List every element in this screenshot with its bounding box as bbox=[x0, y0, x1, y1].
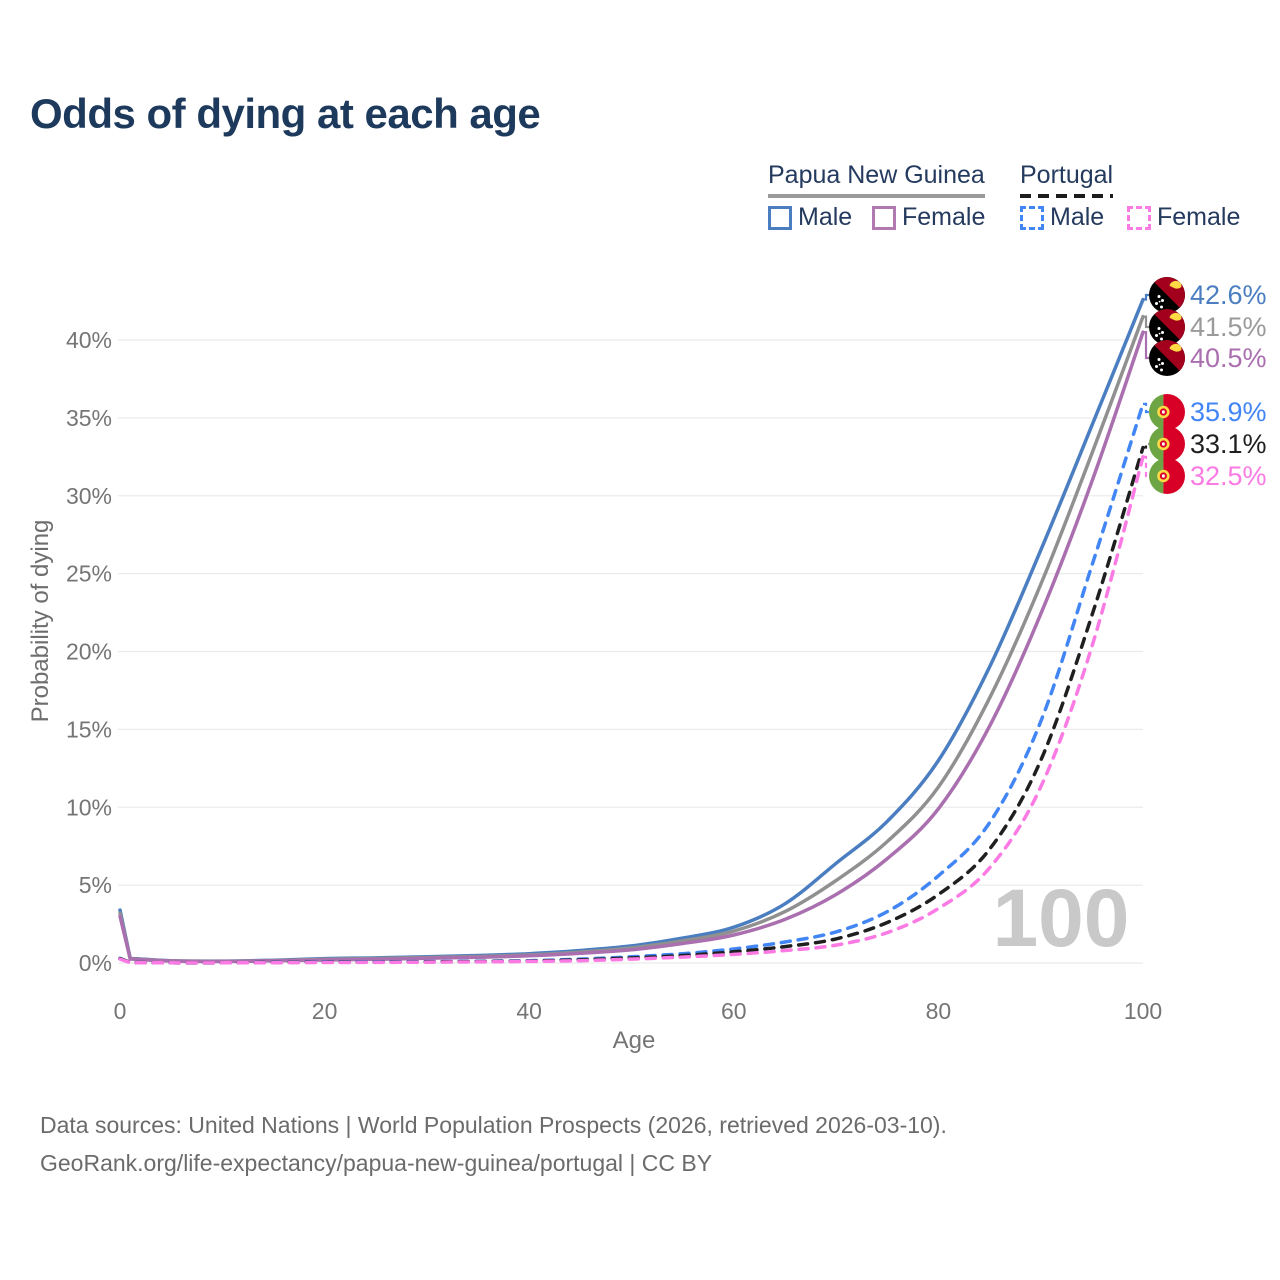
end-label-pt-all: 33.1% bbox=[1190, 429, 1267, 459]
end-label-pt-male: 35.9% bbox=[1190, 397, 1267, 427]
portugal-flag-icon bbox=[1149, 458, 1185, 494]
x-tick-label: 60 bbox=[721, 998, 747, 1024]
curve-png-all bbox=[118, 314, 1145, 964]
png-female-swatch-icon bbox=[872, 205, 896, 230]
x-tick-label: 0 bbox=[114, 998, 127, 1024]
y-tick-label: 5% bbox=[79, 872, 112, 898]
legend-item-label: Male bbox=[1050, 203, 1105, 231]
portugal-flag-icon bbox=[1149, 426, 1185, 462]
y-tick-label: 0% bbox=[79, 950, 112, 976]
y-tick-label: 40% bbox=[66, 327, 112, 353]
legend-item-png-male[interactable]: Male bbox=[768, 203, 852, 232]
y-tick-label: 30% bbox=[66, 483, 112, 509]
y-tick-label: 35% bbox=[66, 405, 112, 431]
portugal-female-swatch-icon bbox=[1127, 205, 1151, 230]
portugal-male-swatch-icon bbox=[1020, 205, 1044, 230]
curve-pt-female bbox=[118, 455, 1145, 965]
end-label-leader bbox=[1143, 293, 1149, 301]
y-tick-label: 20% bbox=[66, 639, 112, 665]
legend-country-label: Portugal bbox=[1020, 161, 1114, 189]
y-tick-label: 25% bbox=[66, 561, 112, 587]
papua-new-guinea-line-style-sample bbox=[768, 194, 985, 198]
x-tick-label: 80 bbox=[926, 998, 952, 1024]
x-tick-label: 40 bbox=[516, 998, 542, 1024]
curve-pt-male bbox=[118, 402, 1145, 965]
end-label-leader bbox=[1143, 331, 1149, 360]
papua-new-guinea-flag-icon bbox=[1149, 340, 1185, 376]
page-title: Odds of dying at each age bbox=[30, 90, 541, 137]
legend-country-portugal[interactable]: Portugal bbox=[1020, 161, 1114, 198]
footer-sources-line: Data sources: United Nations | World Pop… bbox=[40, 1112, 947, 1138]
end-label-png-female: 40.5% bbox=[1190, 343, 1267, 373]
end-label-png-male: 42.6% bbox=[1190, 280, 1267, 310]
end-label-pt-female: 32.5% bbox=[1190, 461, 1267, 491]
legend-item-portugal-female[interactable]: Female bbox=[1127, 203, 1240, 232]
age-counter-watermark: 100 bbox=[993, 873, 1130, 964]
legend-item-label: Female bbox=[1157, 203, 1241, 231]
end-label-leader bbox=[1143, 442, 1149, 449]
legend-item-png-female[interactable]: Female bbox=[872, 203, 985, 232]
footer-url-line: GeoRank.org/life-expectancy/papua-new-gu… bbox=[40, 1150, 713, 1176]
legend-country-label: Papua New Guinea bbox=[768, 161, 985, 189]
legend: Papua New Guinea Portugal Male Female Ma… bbox=[0, 0, 1280, 250]
end-label-leader bbox=[1143, 455, 1149, 478]
portugal-line-style-sample bbox=[1020, 194, 1114, 198]
end-label-leader bbox=[1143, 402, 1149, 414]
end-label-leader bbox=[1143, 315, 1149, 329]
x-tick-label: 20 bbox=[312, 998, 338, 1024]
y-tick-label: 15% bbox=[66, 716, 112, 742]
legend-item-label: Female bbox=[902, 203, 986, 231]
portugal-flag-icon bbox=[1149, 394, 1185, 430]
legend-country-papua-new-guinea[interactable]: Papua New Guinea bbox=[768, 161, 985, 198]
png-male-swatch-icon bbox=[768, 205, 792, 230]
papua-new-guinea-flag-icon bbox=[1149, 277, 1185, 313]
papua-new-guinea-flag-icon bbox=[1149, 309, 1185, 345]
x-tick-label: 100 bbox=[1124, 998, 1162, 1024]
curve-png-female bbox=[118, 330, 1145, 964]
end-label-png-all: 41.5% bbox=[1190, 312, 1267, 342]
x-axis-title: Age bbox=[613, 1027, 656, 1054]
legend-item-portugal-male[interactable]: Male bbox=[1020, 203, 1104, 232]
legend-item-label: Male bbox=[798, 203, 853, 231]
curve-png-male bbox=[118, 297, 1145, 963]
data-source-footer: Data sources: United Nations | World Pop… bbox=[40, 1106, 947, 1182]
y-axis-title: Probability of dying bbox=[27, 520, 54, 723]
y-tick-label: 10% bbox=[66, 794, 112, 820]
